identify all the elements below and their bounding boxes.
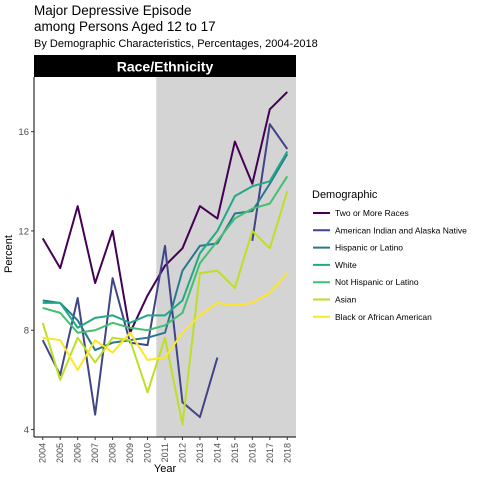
x-tick-label: 2009 xyxy=(125,443,135,463)
legend-label: Hispanic or Latino xyxy=(335,243,403,253)
chart-title: Major Depressive Episode xyxy=(34,3,192,18)
x-tick-label: 2010 xyxy=(143,443,153,463)
legend-title: Demographic xyxy=(312,189,378,201)
x-tick-label: 2015 xyxy=(230,443,240,463)
chart-title-line2: among Persons Aged 12 to 17 xyxy=(34,19,216,34)
x-tick-label: 2016 xyxy=(247,443,257,463)
y-tick-label: 12 xyxy=(18,226,29,237)
legend-label: Not Hispanic or Latino xyxy=(335,277,419,287)
y-tick-label: 16 xyxy=(18,127,29,138)
y-tick-label: 4 xyxy=(24,425,29,436)
x-tick-label: 2007 xyxy=(90,443,100,463)
series-line-two-or-more-races xyxy=(41,91,288,334)
x-tick-label: 2012 xyxy=(177,443,187,463)
legend: Demographic Two or More Races American In… xyxy=(312,189,467,322)
axes: 4 8 12 16 2004 2005 2006 2007 2008 2009 2010 2011 20… xyxy=(18,77,296,463)
plot-background xyxy=(34,77,296,437)
x-tick-label: 2014 xyxy=(212,443,222,463)
panel-header-label: Race/Ethnicity xyxy=(117,59,214,75)
series-lines xyxy=(41,91,289,426)
panel-header xyxy=(34,55,296,77)
x-tick-label: 2008 xyxy=(108,443,118,463)
legend-label: Asian xyxy=(335,295,357,305)
legend-label: Black or African American xyxy=(335,312,432,322)
x-tick-label: 2006 xyxy=(73,443,83,463)
y-axis-label: Percent xyxy=(3,235,15,273)
series-line-asian xyxy=(41,190,289,426)
x-tick-label: 2017 xyxy=(265,443,275,463)
chart-subtitle: By Demographic Characteristics, Percenta… xyxy=(34,38,318,50)
y-tick-label: 8 xyxy=(24,326,29,337)
legend-label: White xyxy=(335,260,357,270)
x-axis-label: Year xyxy=(154,463,177,475)
x-tick-label: 2013 xyxy=(195,443,205,463)
legend-label: Two or More Races xyxy=(335,208,409,218)
x-tick-label: 2018 xyxy=(282,443,292,463)
x-tick-label: 2004 xyxy=(38,443,48,463)
legend-label: American Indian and Alaska Native xyxy=(335,225,467,235)
x-tick-label: 2011 xyxy=(160,443,170,462)
series-line-not-hispanic-or-latino xyxy=(42,175,289,334)
x-tick-label: 2005 xyxy=(55,443,65,463)
series-line-black-or-african-american xyxy=(42,272,289,371)
series-line-white xyxy=(42,150,289,329)
